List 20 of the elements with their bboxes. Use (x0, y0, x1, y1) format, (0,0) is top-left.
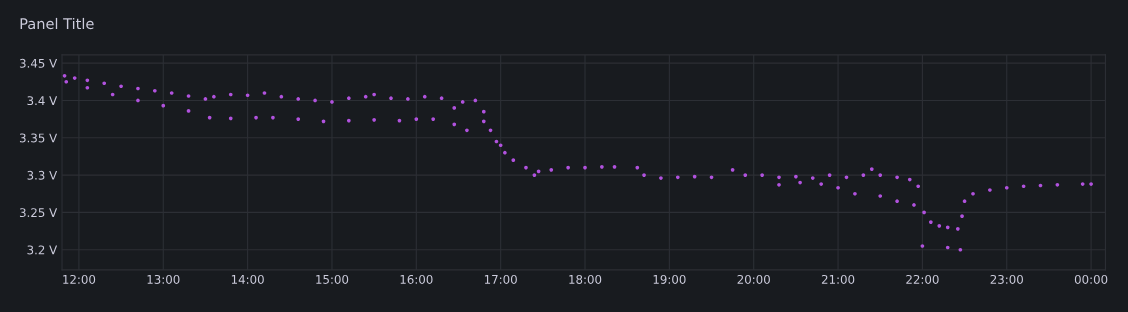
x-tick-label: 18:00 (569, 274, 602, 284)
x-tick-label: 22:00 (906, 274, 939, 284)
x-tick-label: 21:00 (821, 274, 855, 284)
x-tick-label: 20:00 (737, 274, 770, 284)
x-tick-label: 13:00 (147, 274, 180, 284)
y-tick-label: 3.2 V (27, 245, 58, 255)
x-tick-label: 17:00 (484, 274, 517, 284)
y-tick-label: 3.45 V (19, 58, 58, 68)
y-tick-label: 3.3 V (27, 170, 58, 180)
x-tick-label: 15:00 (316, 274, 349, 284)
y-tick-label: 3.25 V (19, 208, 58, 218)
chart-title: Panel Title (20, 17, 94, 30)
x-tick-label: 00:00 (1074, 274, 1108, 284)
x-tick-label: 19:00 (653, 274, 686, 284)
x-tick-label: 23:00 (990, 274, 1023, 284)
x-tick-label: 12:00 (63, 274, 96, 284)
x-tick-label: 14:00 (231, 274, 264, 284)
y-tick-label: 3.35 V (19, 133, 58, 143)
x-tick-label: 16:00 (400, 274, 433, 284)
y-tick-label: 3.4 V (27, 96, 58, 106)
